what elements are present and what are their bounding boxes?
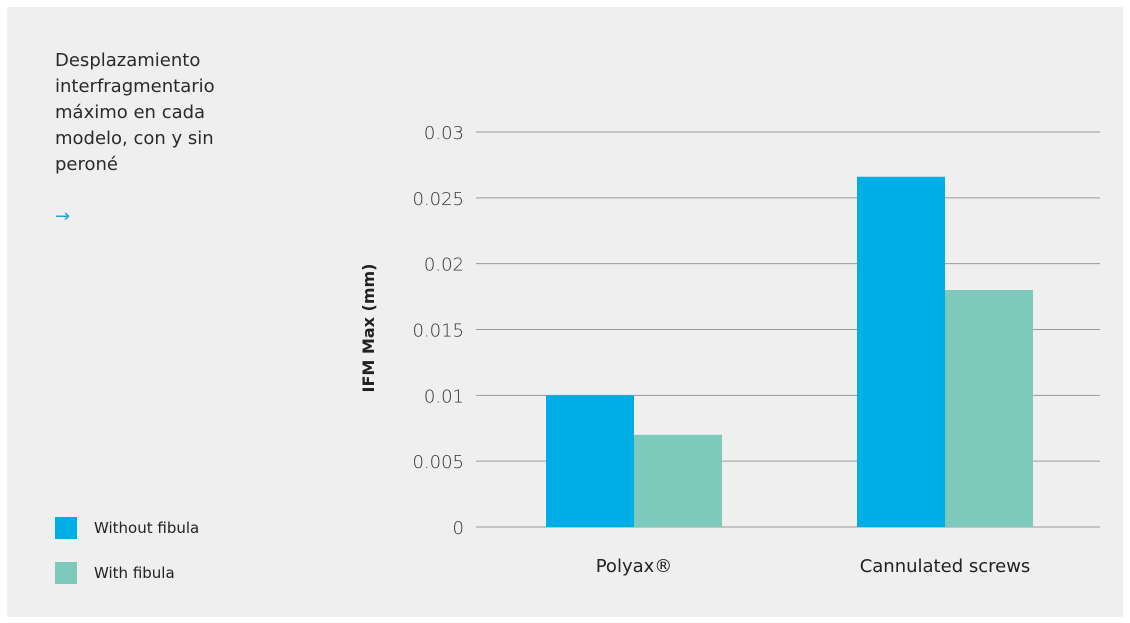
arrow-right-icon[interactable]: → bbox=[55, 206, 71, 227]
legend-item-with-fibula: With fibula bbox=[55, 562, 175, 584]
bars bbox=[546, 176, 1033, 527]
chart-title: Desplazamiento interfragmentario máximo … bbox=[55, 50, 215, 175]
bar-without-fibula bbox=[857, 176, 945, 527]
legend-swatch-without-fibula bbox=[55, 517, 77, 539]
bar-with-fibula bbox=[945, 290, 1033, 527]
x-category-label: Cannulated screws bbox=[860, 556, 1031, 577]
x-category-label: Polyax® bbox=[596, 556, 673, 577]
y-tick-label: 0.03 bbox=[424, 123, 464, 144]
y-tick-label: 0.025 bbox=[412, 189, 464, 210]
y-tick-label: 0 bbox=[453, 518, 464, 539]
bar-without-fibula bbox=[546, 395, 634, 527]
legend-label-with-fibula: With fibula bbox=[94, 564, 175, 582]
y-tick-label: 0.005 bbox=[412, 452, 464, 473]
y-tick-labels: 0 0.005 0.01 0.015 0.02 0.025 0.03 bbox=[412, 123, 464, 539]
y-tick-label: 0.01 bbox=[424, 386, 464, 407]
bar-with-fibula bbox=[634, 434, 722, 527]
legend-swatch-with-fibula bbox=[55, 562, 77, 584]
y-axis-title: IFM Max (mm) bbox=[359, 264, 378, 393]
legend-item-without-fibula: Without fibula bbox=[55, 517, 199, 539]
y-tick-label: 0.02 bbox=[424, 255, 464, 276]
legend-label-without-fibula: Without fibula bbox=[94, 519, 200, 537]
y-tick-label: 0.015 bbox=[412, 321, 464, 342]
category-labels: Polyax® Cannulated screws bbox=[596, 556, 1031, 577]
